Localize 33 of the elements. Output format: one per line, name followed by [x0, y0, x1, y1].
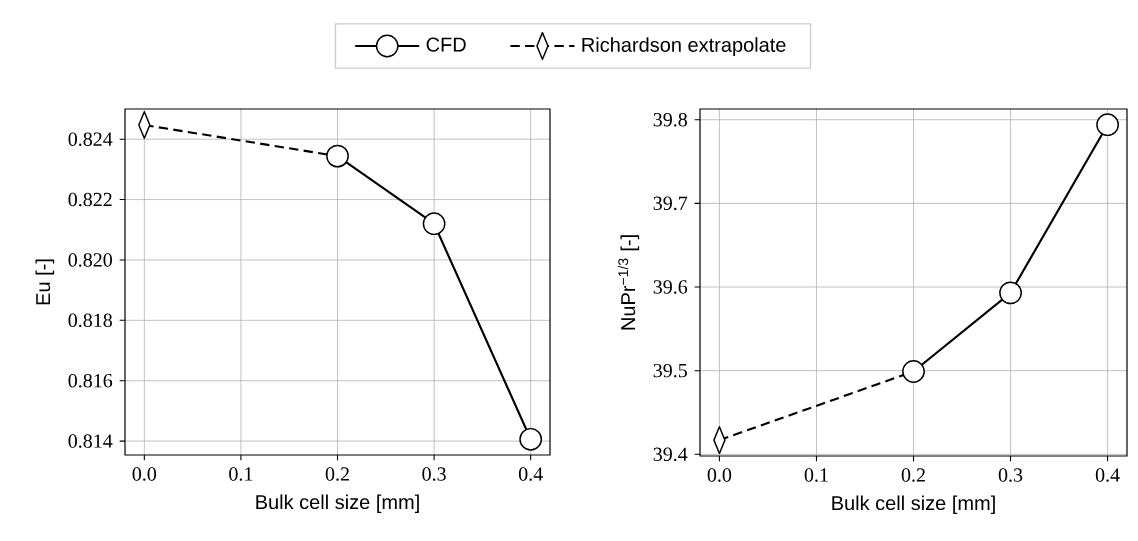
- x-axis-title: Bulk cell size [mm]: [256, 494, 419, 514]
- y-axis-title: Eu [-]: [35, 259, 55, 305]
- y-tick-label: 39.6: [653, 280, 688, 294]
- x-tick-label: 0.1: [804, 468, 828, 482]
- x-tick-label: 0.0: [707, 468, 732, 482]
- point: [999, 281, 1022, 305]
- x-tick-label: 0.3: [998, 468, 1023, 482]
- legend-label: Richardson extrapolate: [582, 37, 786, 56]
- point: [519, 427, 543, 451]
- y-tick-label: 39.7: [653, 196, 688, 211]
- y-tick-label: 39.5: [653, 363, 687, 378]
- y-tick-label: 0.822: [68, 192, 112, 207]
- y-tick-label: 0.814: [68, 434, 113, 448]
- x-tick-label: 0.4: [518, 467, 543, 481]
- x-tick-label: 0.4: [1095, 468, 1120, 482]
- x-tick-label: 0.1: [229, 467, 253, 481]
- y-tick-label: 39.4: [653, 447, 688, 462]
- y-tick-label: 39.8: [653, 112, 687, 127]
- point: [902, 360, 925, 383]
- point: [326, 144, 349, 168]
- legend-label: CFD: [426, 37, 466, 52]
- y-axis-title: NuPr$^{−1/3}$ [-]: [617, 235, 640, 330]
- y-tick-label: 0.820: [68, 253, 112, 267]
- x-tick-label: 0.3: [422, 467, 446, 481]
- y-tick-label: 0.816: [68, 373, 113, 388]
- y-tick-label: 0.824: [68, 132, 113, 146]
- point: [1096, 113, 1119, 137]
- point: [422, 212, 446, 236]
- x-tick-label: 0.0: [132, 467, 157, 481]
- x-tick-label: 0.2: [901, 468, 925, 482]
- x-axis-title: Bulk cell size [mm]: [832, 495, 995, 515]
- y-tick-label: 0.818: [68, 313, 112, 328]
- x-tick-label: 0.2: [325, 467, 349, 481]
